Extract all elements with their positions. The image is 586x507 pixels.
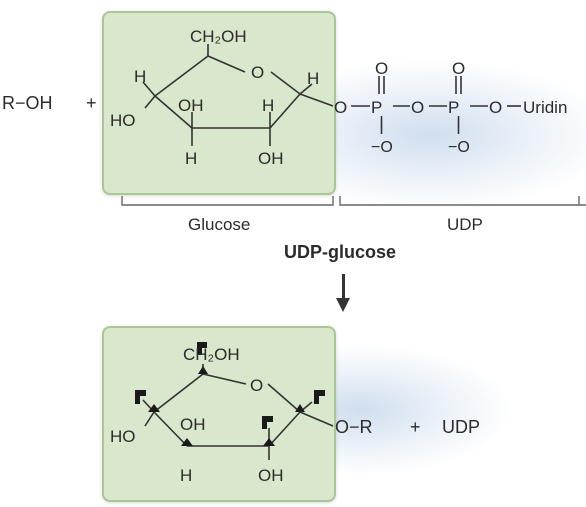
c3-oh-label: OH	[178, 96, 204, 115]
ring-bond-c1-c2	[268, 411, 301, 447]
ring-bond-c4-c5	[154, 55, 209, 97]
ring-oxygen-label: O	[251, 63, 264, 82]
udp-glucose-sugar-box	[102, 11, 336, 195]
glucose-ring	[142, 44, 334, 146]
plus-sign-2: +	[410, 417, 421, 437]
ring-bond-c5-o	[202, 373, 247, 385]
ring-bond-c5-o	[207, 55, 246, 73]
ring-bond-o-c1	[270, 71, 301, 95]
udp-bracket	[339, 196, 586, 206]
flag-c2	[262, 416, 273, 429]
product-c4-ho-label: HO	[110, 427, 136, 446]
phosphate-p2: P	[448, 98, 459, 117]
phosphate-o2: O	[411, 98, 424, 117]
alcohol-label: R−OH	[2, 93, 53, 113]
flag-ch2oh	[197, 342, 207, 355]
plus-sign-1: +	[86, 93, 97, 113]
udp-bracket-label: UDP	[447, 215, 483, 234]
udp-glucose-title: UDP-glucose	[284, 242, 397, 262]
bond-c4-ho	[144, 411, 155, 427]
ring-bond-c4-c5	[153, 373, 204, 413]
bond-c1-o	[299, 93, 334, 107]
c1-h-label: H	[307, 69, 319, 88]
bracket-lines	[121, 196, 586, 206]
product-ch2oh-label: CH₂OH	[183, 345, 240, 364]
product-ring-oxygen: O	[250, 376, 263, 395]
reaction-arrow-icon	[336, 298, 350, 312]
p1-double-o: O	[375, 59, 388, 78]
c4-ho-label: HO	[110, 111, 136, 130]
c4-h-label: H	[134, 67, 146, 86]
phosphate-p1: P	[371, 98, 382, 117]
atom-markers	[135, 342, 325, 446]
marker-c2	[263, 438, 275, 446]
product-c3-h-label: H	[180, 466, 192, 485]
uridine-label: Uridin	[523, 98, 567, 117]
ring-bond-c3-c4	[153, 411, 188, 447]
phosphate-o1: O	[334, 98, 347, 117]
bond-c4-ho	[144, 95, 156, 109]
bond-c1-h	[299, 83, 313, 95]
product-sugar-box	[102, 326, 336, 502]
flag-c1	[314, 390, 325, 404]
udp-product-label: UDP	[442, 417, 480, 437]
glucose-bracket	[121, 196, 334, 206]
phosphate-bonds	[351, 76, 521, 134]
product-c3-oh-label: OH	[180, 415, 206, 434]
p2-negative-o: −O	[448, 139, 470, 156]
marker-c1	[295, 404, 305, 412]
glucose-bracket-label: Glucose	[188, 215, 250, 234]
reaction-arrow-shaft	[342, 274, 345, 300]
p1-negative-o: −O	[371, 139, 393, 156]
marker-c5	[198, 366, 208, 374]
ring-bond-c3-c4	[154, 95, 193, 129]
c2-oh-label: OH	[258, 149, 284, 168]
ch2oh-label: CH₂OH	[190, 27, 247, 46]
product-c2-oh-label: OH	[258, 466, 284, 485]
p2-double-o: O	[452, 59, 465, 78]
phosphate-o3: O	[489, 98, 502, 117]
marker-c3	[181, 438, 193, 446]
marker-c4	[148, 404, 160, 412]
ring-bond-o-c1	[267, 383, 301, 413]
c3-h-label: H	[185, 149, 197, 168]
ring-bond-c1-c2	[269, 93, 301, 129]
flag-c4	[135, 390, 146, 404]
bond-c1-o	[299, 411, 334, 427]
bond-c4-h	[142, 81, 156, 97]
c2-h-label: H	[262, 96, 274, 115]
product-or-group: O−R	[335, 417, 373, 437]
